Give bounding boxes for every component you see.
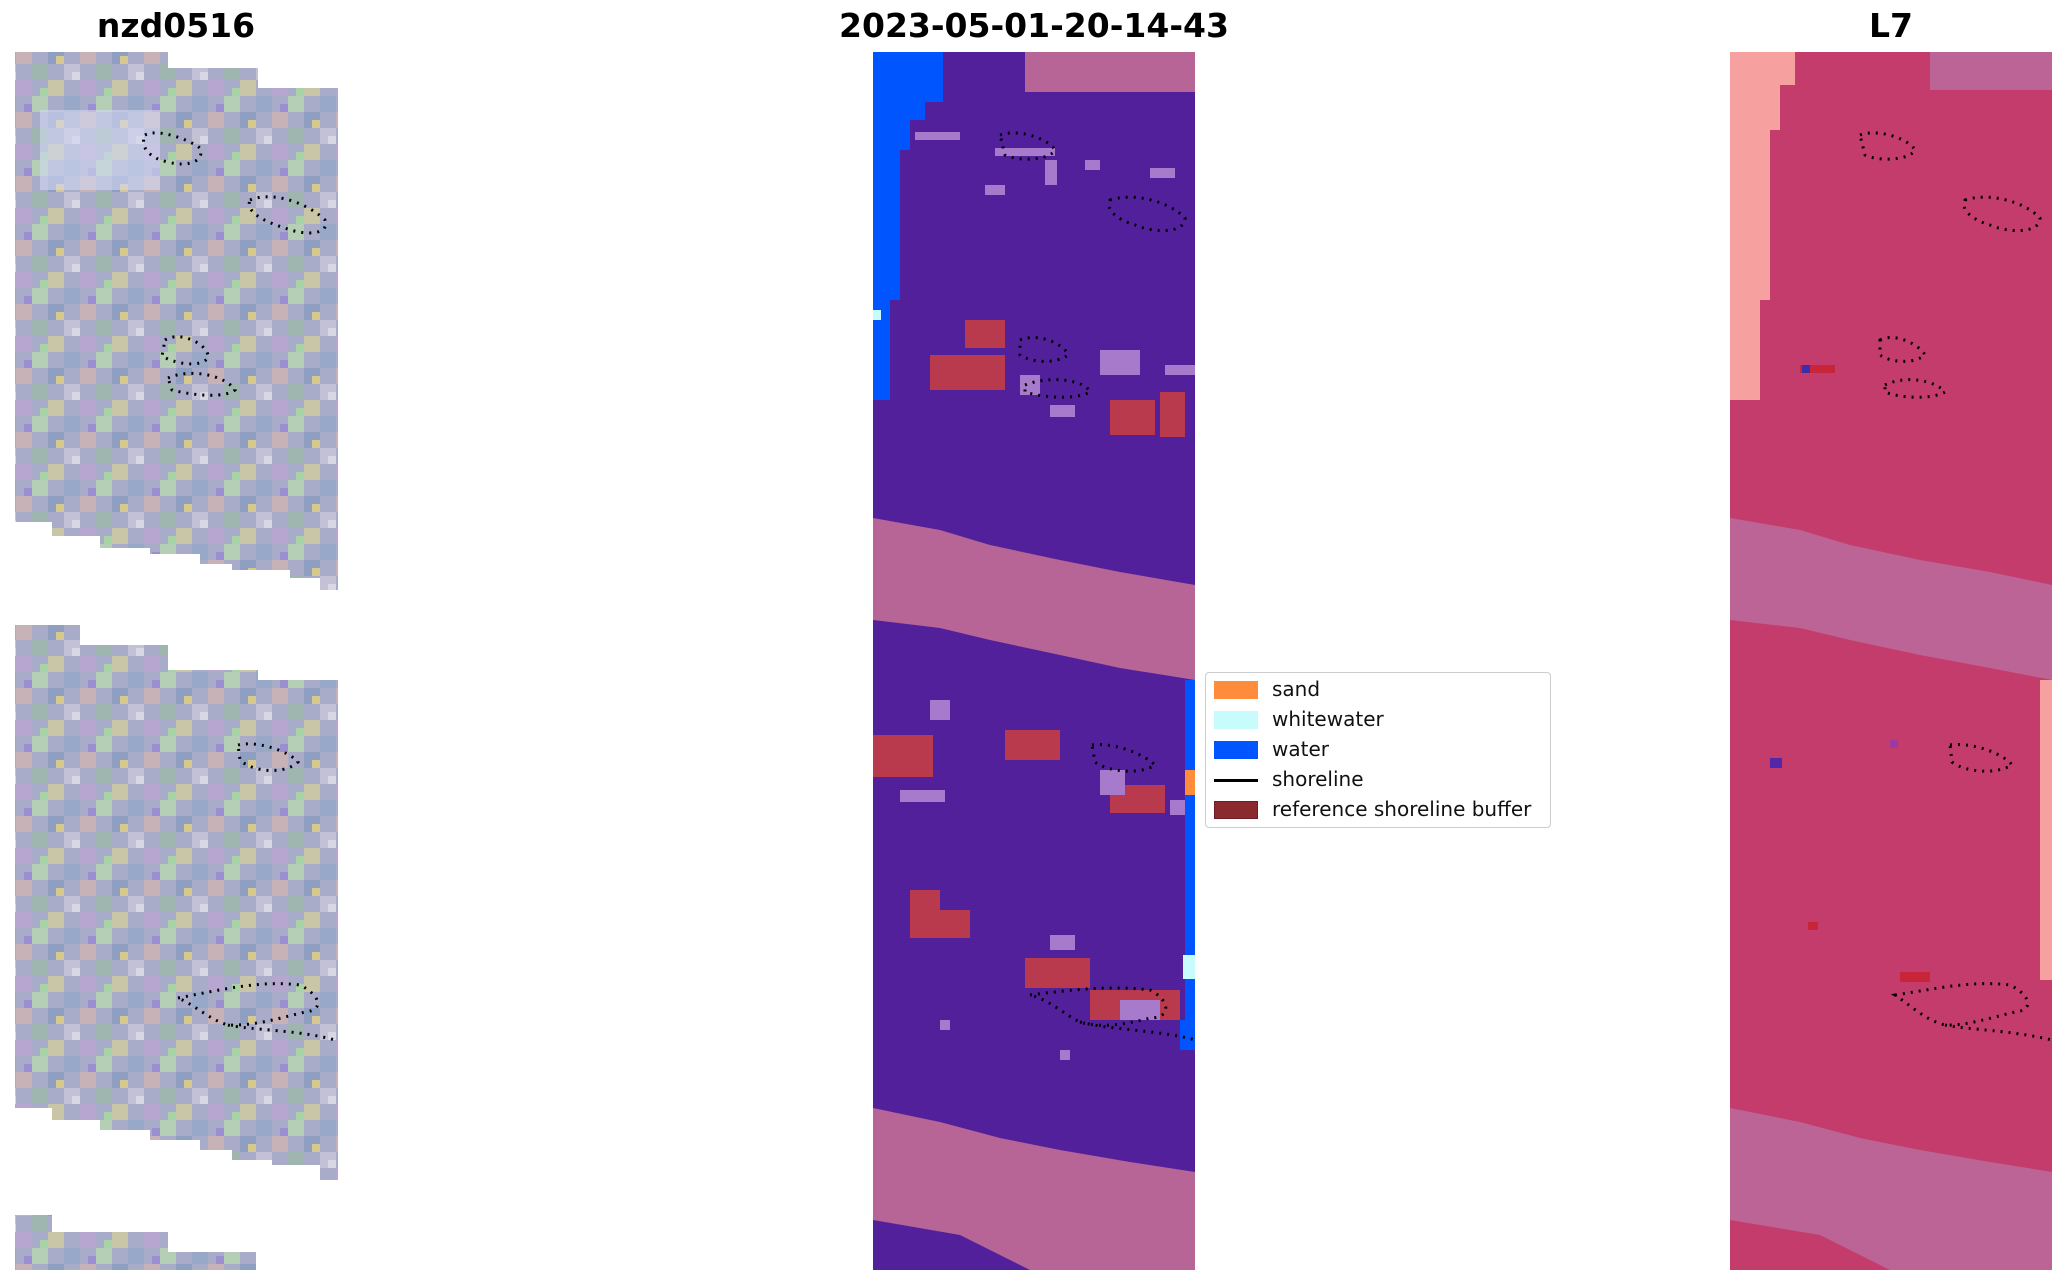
legend-label-water: water — [1272, 737, 1329, 761]
legend-swatch-whitewater — [1214, 711, 1258, 729]
legend-swatch-buffer — [1214, 801, 1258, 819]
legend: sand whitewater water shoreline referenc… — [1205, 672, 1551, 828]
legend-item-whitewater: whitewater — [1206, 707, 1550, 731]
panel-title-date: 2023-05-01-20-14-43 — [839, 6, 1229, 45]
panel-title-nzd0516: nzd0516 — [96, 6, 256, 45]
legend-item-sand: sand — [1206, 677, 1550, 701]
panel-title-l7: L7 — [1869, 6, 1913, 45]
classification-image — [873, 52, 1196, 1270]
legend-label-buffer: reference shoreline buffer — [1272, 797, 1532, 821]
legend-item-buffer: reference shoreline buffer — [1206, 797, 1550, 821]
legend-swatch-water — [1214, 741, 1258, 759]
legend-line-shoreline — [1214, 779, 1258, 782]
legend-item-shoreline: shoreline — [1206, 767, 1550, 791]
legend-label-shoreline: shoreline — [1272, 767, 1364, 791]
legend-label-whitewater: whitewater — [1272, 707, 1384, 731]
legend-swatch-sand — [1214, 681, 1258, 699]
nzd0516-image — [15, 52, 338, 1270]
l7-image — [1730, 52, 2053, 1270]
legend-label-sand: sand — [1272, 677, 1321, 701]
legend-item-water: water — [1206, 737, 1550, 761]
